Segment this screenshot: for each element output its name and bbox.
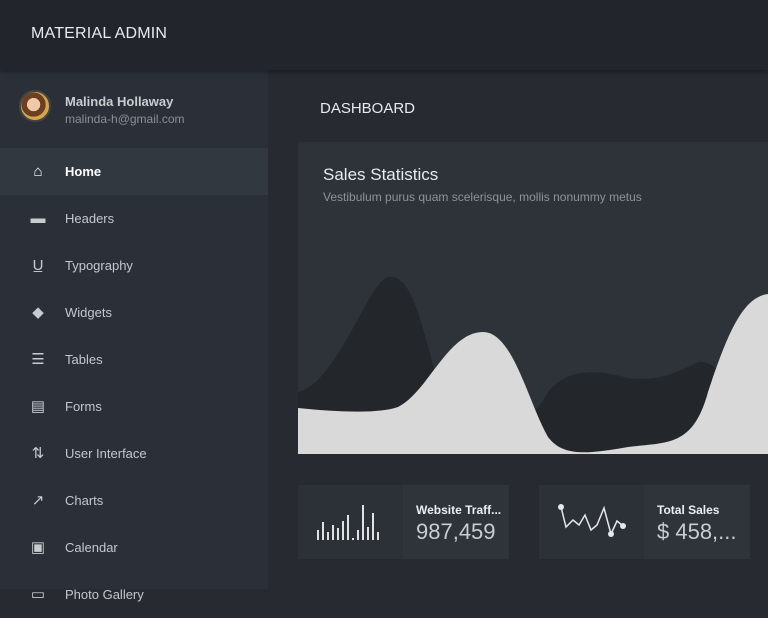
user-profile[interactable]: Malinda Hollaway malinda-h@gmail.com xyxy=(0,70,268,148)
stat-title: Total Sales xyxy=(657,503,720,517)
sidebar-item-user-interface[interactable]: ⇅ User Interface xyxy=(0,430,268,477)
bar-sparkline-icon xyxy=(317,505,379,540)
user-email: malinda-h@gmail.com xyxy=(65,112,185,126)
user-interface-icon: ⇅ xyxy=(31,445,45,462)
sidebar-item-forms[interactable]: ▤ Forms xyxy=(0,383,268,430)
stat-card-website-traffic[interactable]: Website Traff... 987,459 xyxy=(298,485,509,559)
sidebar-item-label: Typography xyxy=(65,258,133,273)
line-sparkline-icon xyxy=(558,504,626,537)
sales-statistics-card: Sales Statistics Vestibulum purus quam s… xyxy=(298,142,768,454)
stat-value: $ 458,... xyxy=(657,519,737,544)
card-title: Sales Statistics xyxy=(323,165,439,184)
widgets-icon: ◆ xyxy=(32,304,44,321)
sidebar-item-label: Charts xyxy=(65,493,104,508)
sidebar-item-tables[interactable]: ☰ Tables xyxy=(0,336,268,383)
sidebar-item-home[interactable]: ⌂ Home xyxy=(0,148,268,195)
light-area xyxy=(298,294,768,454)
stat-title: Website Traff... xyxy=(416,503,502,517)
calendar-icon: ▣ xyxy=(30,539,46,556)
avatar xyxy=(19,90,51,122)
app-title: MATERIAL ADMIN xyxy=(31,25,168,42)
sidebar-item-calendar[interactable]: ▣ Calendar xyxy=(0,524,268,571)
sidebar-item-label: Photo Gallery xyxy=(65,587,144,602)
forms-icon: ▤ xyxy=(30,398,46,415)
sales-area-chart xyxy=(298,276,768,454)
page-title: DASHBOARD xyxy=(320,100,416,117)
sidebar-item-label: Widgets xyxy=(65,305,112,320)
top-bar: MATERIAL ADMIN xyxy=(0,0,768,70)
sidebar-item-label: Home xyxy=(65,164,102,179)
typography-icon: U̲ xyxy=(32,257,44,274)
sidebar-item-label: Forms xyxy=(65,399,102,414)
charts-icon: ↗ xyxy=(31,492,45,509)
stat-value: 987,459 xyxy=(416,519,496,544)
sidebar-item-charts[interactable]: ↗ Charts xyxy=(0,477,268,524)
sidebar-item-label: Tables xyxy=(65,352,103,367)
home-icon: ⌂ xyxy=(33,163,43,180)
sidebar: Malinda Hollaway malinda-h@gmail.com ⌂ Ho… xyxy=(0,70,268,603)
headers-icon: ▬ xyxy=(30,210,46,227)
sidebar-item-typography[interactable]: U̲ Typography xyxy=(0,242,268,289)
sidebar-item-label: User Interface xyxy=(65,446,147,461)
stat-card-total-sales[interactable]: Total Sales $ 458,... xyxy=(539,485,750,559)
sidebar-item-headers[interactable]: ▬ Headers xyxy=(0,195,268,242)
sidebar-item-widgets[interactable]: ◆ Widgets xyxy=(0,289,268,336)
sidebar-item-label: Calendar xyxy=(65,540,118,555)
sidebar-item-photo-gallery[interactable]: ▭ Photo Gallery xyxy=(0,571,268,618)
card-subtitle: Vestibulum purus quam scelerisque, molli… xyxy=(323,190,642,204)
sidebar-item-label: Headers xyxy=(65,211,115,226)
user-name: Malinda Hollaway xyxy=(65,94,174,109)
tables-icon: ☰ xyxy=(31,351,45,368)
